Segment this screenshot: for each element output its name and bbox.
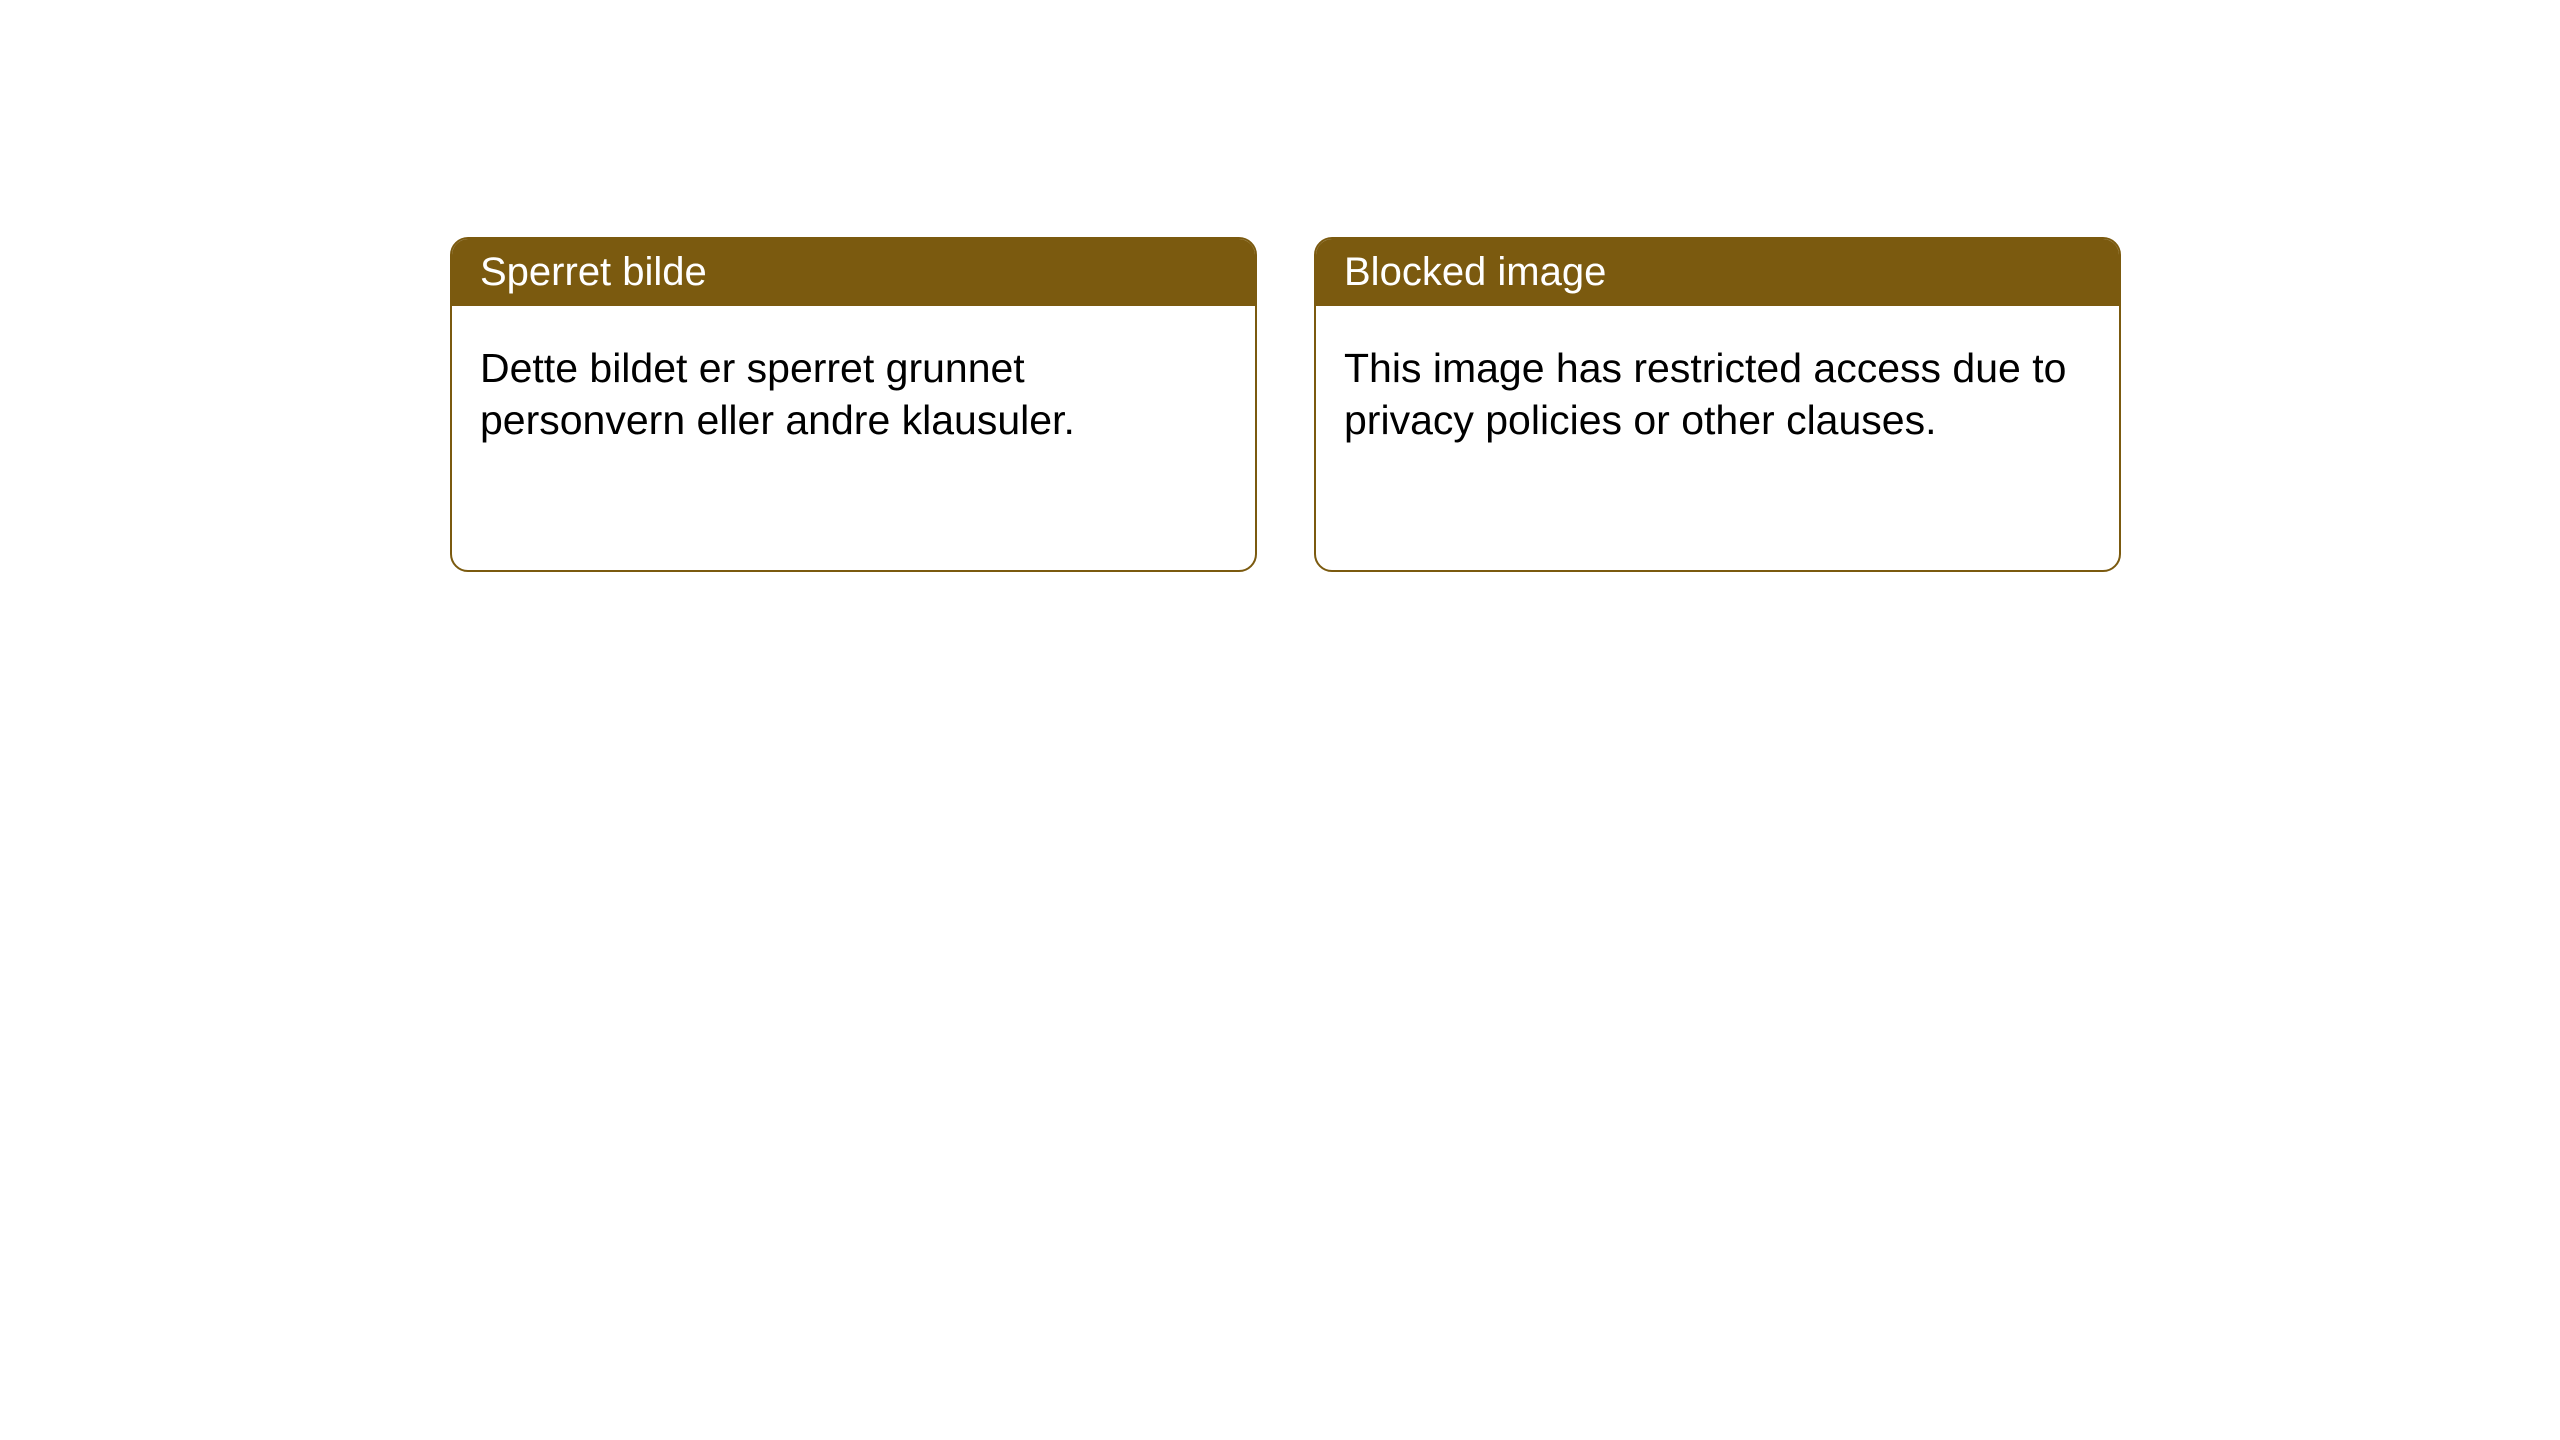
blocked-image-card-en: Blocked image This image has restricted … bbox=[1314, 237, 2121, 572]
card-title-no: Sperret bilde bbox=[480, 250, 707, 294]
blocked-image-card-no: Sperret bilde Dette bildet er sperret gr… bbox=[450, 237, 1257, 572]
card-message-en: This image has restricted access due to … bbox=[1344, 345, 2066, 443]
card-body-no: Dette bildet er sperret grunnet personve… bbox=[452, 306, 1255, 483]
card-body-en: This image has restricted access due to … bbox=[1316, 306, 2119, 483]
card-title-en: Blocked image bbox=[1344, 250, 1606, 294]
card-message-no: Dette bildet er sperret grunnet personve… bbox=[480, 345, 1075, 443]
card-header-en: Blocked image bbox=[1316, 239, 2119, 306]
card-container: Sperret bilde Dette bildet er sperret gr… bbox=[0, 0, 2560, 572]
card-header-no: Sperret bilde bbox=[452, 239, 1255, 306]
